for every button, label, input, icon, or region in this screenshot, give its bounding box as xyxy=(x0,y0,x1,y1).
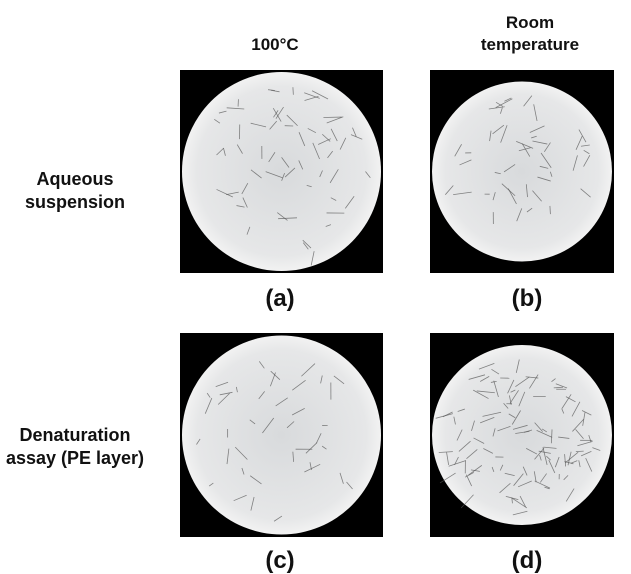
row-label: Denaturation assay (PE layer) xyxy=(5,424,145,471)
panel-label: (a) xyxy=(240,283,320,314)
figure: 100°C Room temperature Aqueous suspensio… xyxy=(0,0,631,574)
field-of-view xyxy=(182,72,381,271)
fiber xyxy=(512,498,513,503)
panel-label: (d) xyxy=(487,545,567,574)
row-label: Aqueous suspension xyxy=(10,168,140,215)
field-of-view xyxy=(432,82,612,262)
panel-label: (b) xyxy=(487,283,567,314)
field-of-view xyxy=(432,345,612,525)
column-header: 100°C xyxy=(215,34,335,56)
field-of-view xyxy=(182,336,381,535)
panel-label: (c) xyxy=(240,545,320,574)
column-header: Room temperature xyxy=(470,12,590,56)
